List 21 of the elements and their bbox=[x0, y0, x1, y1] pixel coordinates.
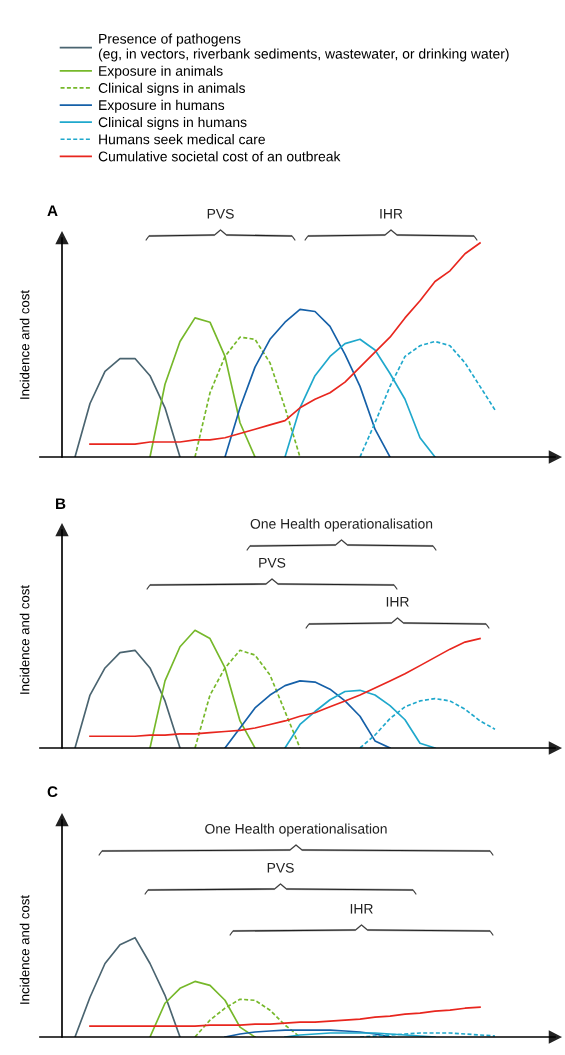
text: PVS bbox=[267, 862, 294, 873]
text: IHR bbox=[350, 904, 373, 914]
text: PVS bbox=[207, 208, 234, 219]
y-axis-title: Incidence and cost bbox=[19, 290, 30, 399]
text: One Health operationalisation bbox=[250, 518, 433, 532]
text: PVS bbox=[259, 557, 286, 568]
text: IHR bbox=[380, 209, 403, 219]
chart-title: C bbox=[47, 786, 58, 798]
legend-label: Clinical signs in humans bbox=[98, 116, 247, 130]
legend-label: Exposure in humans bbox=[99, 99, 225, 113]
text: IHR bbox=[386, 597, 409, 607]
y-axis-title: Incidence and cost bbox=[19, 585, 30, 694]
text: One Health operationalisation bbox=[205, 823, 387, 837]
chart-title: B bbox=[56, 498, 66, 509]
legend-label: Exposure in animals bbox=[99, 65, 223, 79]
legend-label: Humans seek medical care bbox=[99, 134, 265, 145]
chart-title: A bbox=[47, 205, 58, 216]
y-axis-title: Incidence and cost bbox=[19, 895, 30, 1004]
legend-label: Cumulative societal cost of an outbreak bbox=[98, 151, 341, 162]
legend-label: Clinical signs in animals bbox=[98, 82, 245, 96]
legend-label: Presence of pathogens (eg, in vectors, riverbank sediments, wastewater, or drinking water) bbox=[98, 33, 509, 62]
